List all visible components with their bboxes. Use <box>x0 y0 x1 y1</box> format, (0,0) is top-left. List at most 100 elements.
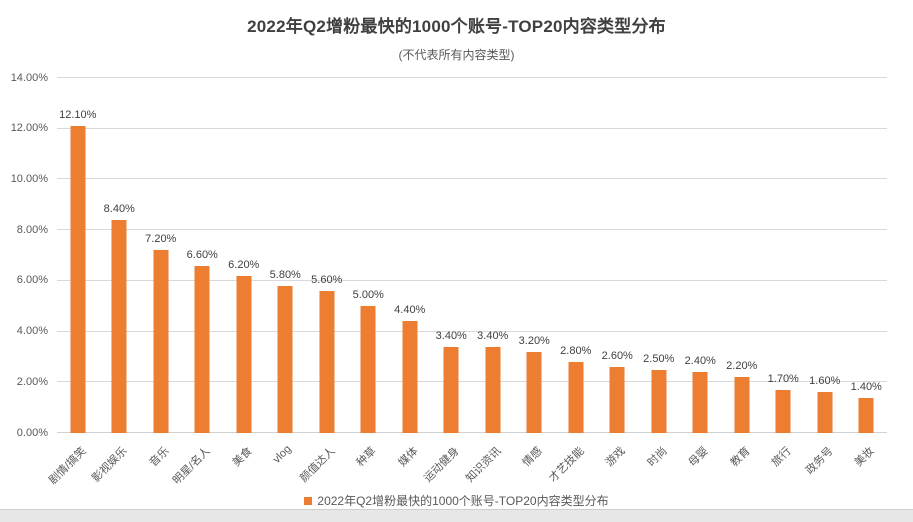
x-axis-label: 才艺技能 <box>546 445 587 485</box>
bar <box>526 351 542 433</box>
bar-value-label: 2.50% <box>643 352 675 365</box>
bar-column: 4.40% <box>389 78 431 433</box>
bar-column: 3.40% <box>472 78 514 433</box>
bar-value-label: 6.20% <box>228 258 260 271</box>
x-axis-label: 旅行 <box>769 445 794 470</box>
bar-value-label: 4.40% <box>394 304 426 317</box>
bar-value-label: 3.20% <box>518 334 550 347</box>
chart-subtitle: (不代表所有内容类型) <box>398 48 515 62</box>
y-axis-tick-label: 14.00% <box>10 71 48 84</box>
bar-column: 12.10% <box>57 78 99 433</box>
bar <box>775 389 791 433</box>
bar-column: 2.60% <box>597 78 639 433</box>
bar <box>817 392 833 433</box>
bar-value-label: 8.40% <box>103 203 135 215</box>
x-axis-label: 母婴 <box>686 445 711 470</box>
bar-column: 5.80% <box>265 78 307 433</box>
bottom-strip <box>0 509 913 522</box>
bar <box>734 377 750 433</box>
bar <box>568 362 584 433</box>
x-axis-label: vlog <box>270 443 294 466</box>
bar-column: 6.60% <box>182 78 224 433</box>
bar-column: 1.40% <box>846 78 888 433</box>
bar <box>402 321 418 433</box>
x-axis-label: 政务号 <box>803 445 836 477</box>
y-axis-tick-label: 8.00% <box>16 223 48 236</box>
bar-value-label: 5.80% <box>269 268 301 281</box>
bar-column: 5.00% <box>348 78 390 433</box>
bar <box>153 250 169 433</box>
bar-value-label: 3.40% <box>477 329 509 342</box>
x-axis-label: 美妆 <box>852 445 877 470</box>
bar-column: 1.70% <box>763 78 805 433</box>
gridline <box>57 381 887 383</box>
bar-value-label: 1.60% <box>809 375 841 388</box>
bar-column: 6.20% <box>223 78 265 433</box>
bar <box>111 220 127 433</box>
gridline <box>57 127 887 129</box>
bar <box>360 306 376 433</box>
bar-value-label: 12.10% <box>59 109 97 122</box>
bar <box>651 369 667 433</box>
bar <box>277 285 293 433</box>
bar-series: 12.10% 8.40% 7.20% 6.60% 6.20% 5.80% 5.60% 5.00… <box>57 78 887 433</box>
bar-value-label: 2.40% <box>684 355 716 368</box>
bar <box>609 367 625 433</box>
bar <box>485 346 501 433</box>
bar-value-label: 2.20% <box>726 360 758 373</box>
bar <box>236 275 252 433</box>
x-axis-label: 明星/名人 <box>171 445 213 487</box>
bar <box>858 397 874 433</box>
bar-value-label: 5.60% <box>311 274 343 286</box>
x-axis-label: 媒体 <box>396 445 421 470</box>
bar-value-label: 1.70% <box>767 372 799 385</box>
bar-value-label: 3.40% <box>435 329 467 342</box>
chart-title: 2022年Q2增粉最快的1000个账号-TOP20内容类型分布 <box>247 17 666 36</box>
bar-column: 3.40% <box>431 78 473 433</box>
x-axis-label: 音乐 <box>147 445 172 470</box>
x-axis-label: 知识资讯 <box>463 445 504 485</box>
y-axis-tick-label: 6.00% <box>16 274 48 287</box>
plot-area: 12.10% 8.40% 7.20% 6.60% 6.20% 5.80% 5.60% 5.00… <box>57 77 887 433</box>
bar-value-label: 2.60% <box>601 350 633 363</box>
x-axis-label: 教育 <box>728 445 753 470</box>
legend-swatch-icon <box>304 496 313 505</box>
bar-column: 8.40% <box>99 78 141 433</box>
bar-column: 2.40% <box>680 78 722 433</box>
x-axis-label: 影视娱乐 <box>90 445 130 485</box>
bar-column: 2.80% <box>555 78 597 433</box>
gridline <box>57 432 887 433</box>
x-axis-label: 剧情/搞笑 <box>46 445 89 487</box>
bar-column: 3.20% <box>514 78 556 433</box>
bar-value-label: 2.80% <box>560 345 592 357</box>
y-axis-tick-label: 4.00% <box>16 325 48 338</box>
x-axis-label: 种草 <box>354 445 379 470</box>
y-axis-tick-label: 0.00% <box>16 426 48 439</box>
gridline <box>57 279 887 281</box>
bar <box>70 126 86 433</box>
gridline <box>57 178 887 180</box>
y-axis: 0.00% 2.00% 4.00% 6.00% 8.00% 10.00% 12.00% 14.… <box>0 72 50 439</box>
bar-value-label: 5.00% <box>352 289 384 302</box>
x-axis: 剧情/搞笑 影视娱乐 音乐 明星/名人 美食 vlog 颜值达人 种草 媒体 运动健身 知识资讯 情感… <box>47 433 887 493</box>
x-axis-label: 情感 <box>520 445 545 470</box>
bar-value-label: 6.60% <box>186 248 218 261</box>
y-axis-tick-label: 12.00% <box>10 122 48 135</box>
bar-column: 5.60% <box>306 78 348 433</box>
bar-column: 2.20% <box>721 78 763 433</box>
x-axis-label: 时尚 <box>645 445 670 470</box>
gridline <box>57 229 887 231</box>
bar <box>443 346 459 433</box>
x-axis-label: 颜值达人 <box>297 445 338 485</box>
legend-label: 2022年Q2增粉最快的1000个账号-TOP20内容类型分布 <box>317 494 609 508</box>
bar <box>194 265 210 433</box>
bar-column: 7.20% <box>140 78 182 433</box>
bar <box>692 372 708 433</box>
y-axis-tick-label: 2.00% <box>16 375 48 388</box>
bar-column: 2.50% <box>638 78 680 433</box>
gridline <box>57 330 887 332</box>
gridline <box>57 77 887 78</box>
bar-value-label: 1.40% <box>850 380 882 393</box>
x-axis-label: 运动健身 <box>422 445 462 485</box>
